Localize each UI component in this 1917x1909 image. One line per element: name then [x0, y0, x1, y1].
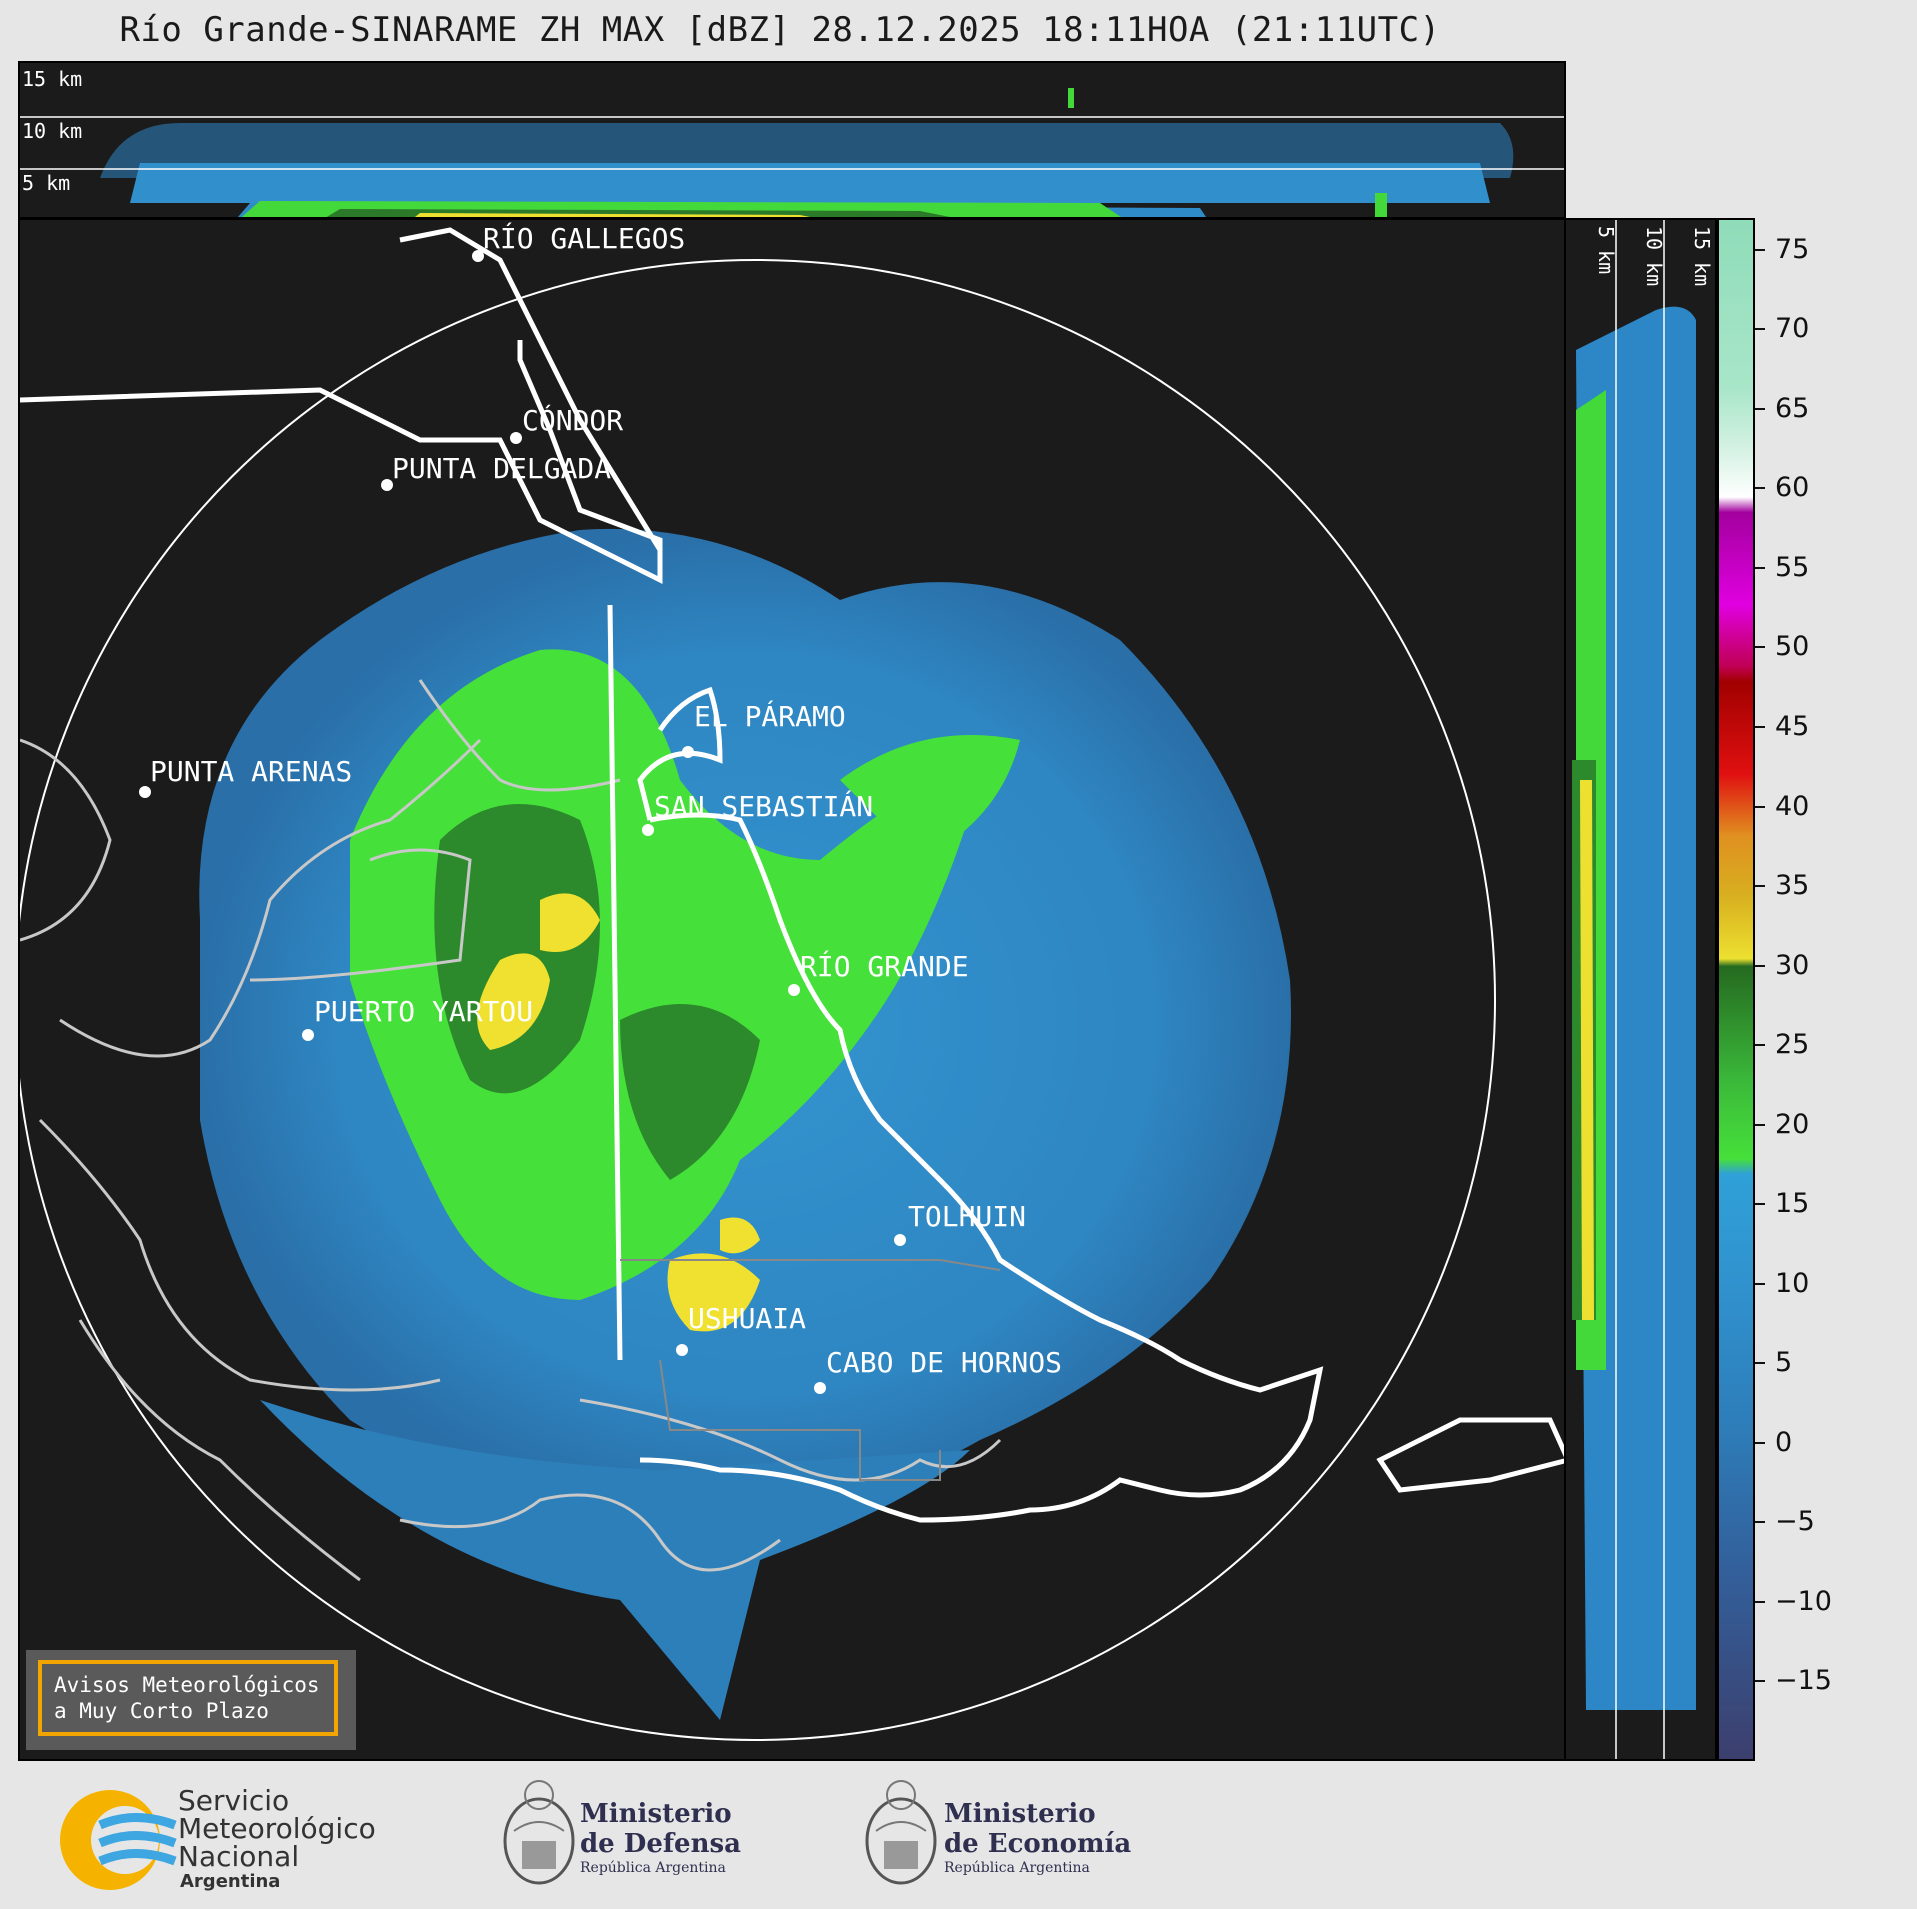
strong-echo-cells[interactable]	[477, 893, 760, 1332]
top-altitude-panel: 15 km 10 km 5 km	[18, 61, 1566, 219]
colorbar-tick-label: −10	[1775, 1585, 1832, 1617]
page-title: Río Grande-SINARAME ZH MAX [dBZ] 28.12.2…	[119, 10, 1441, 50]
location-markers	[139, 250, 906, 1394]
colorbar-tick-label: 65	[1775, 392, 1810, 424]
top-alt-label-10km: 10 km	[22, 119, 83, 143]
defensa-line-2: de Defensa	[580, 1829, 741, 1859]
colorbar-tick-mark	[1755, 964, 1765, 967]
colorbar-tick-label: 60	[1775, 472, 1810, 504]
colorbar-tick-mark	[1755, 1680, 1765, 1683]
top-altitude-plot	[20, 88, 1564, 217]
label-condor: CÓNDOR	[522, 404, 624, 437]
side-alt-label-5km: 5 km	[1594, 226, 1618, 275]
colorbar-tick-mark	[1755, 1044, 1765, 1047]
colorbar-tick-mark	[1755, 726, 1765, 729]
side-alt-label-15km: 15 km	[1690, 226, 1714, 287]
smn-logo-icon	[60, 1790, 177, 1890]
colorbar-tick-mark	[1755, 1600, 1765, 1603]
side-altitude-panel: 5 km 10 km 15 km	[1564, 218, 1717, 1761]
range-ring	[20, 259, 1496, 1741]
radar-map[interactable]: RÍO GALLEGOS CÓNDOR PUNTA DELGADA PUNTA …	[18, 218, 1566, 1761]
colorbar-tick-mark	[1755, 885, 1765, 888]
footer-logos: Servicio Meteorológico Nacional Argentin…	[0, 1765, 1917, 1909]
colorbar-tick-mark	[1755, 1441, 1765, 1444]
coat-of-arms-icon	[865, 1780, 937, 1885]
colorbar-tick-mark	[1755, 646, 1765, 649]
label-punta-arenas: PUNTA ARENAS	[150, 755, 353, 788]
colorbar-tick-mark	[1755, 1521, 1765, 1524]
colorbar-tick-label: 5	[1775, 1347, 1793, 1379]
colorbar-tick-mark	[1755, 1282, 1765, 1285]
economia-line-3: República Argentina	[944, 1860, 1090, 1876]
colorbar-tick-label: 15	[1775, 1188, 1810, 1220]
colorbar	[1717, 218, 1755, 1761]
colorbar-tick-label: −5	[1775, 1506, 1815, 1538]
colorbar-tick-label: 35	[1775, 870, 1810, 902]
colorbar-tick-mark	[1755, 248, 1765, 251]
smn-line-3: Nacional	[178, 1840, 300, 1873]
side-alt-label-10km: 10 km	[1642, 226, 1666, 287]
top-alt-label-15km: 15 km	[22, 67, 83, 91]
defensa-line-1: Ministerio	[580, 1799, 732, 1829]
colorbar-tick-mark	[1755, 566, 1765, 569]
colorbar-tick-label: 10	[1775, 1267, 1810, 1299]
borders	[20, 227, 1564, 1523]
colorbar-tick-mark	[1755, 1203, 1765, 1206]
colorbar-tick-mark	[1755, 1123, 1765, 1126]
colorbar-tick-label: 75	[1775, 233, 1810, 265]
label-rio-gallegos: RÍO GALLEGOS	[483, 222, 686, 255]
smn-line-4: Argentina	[180, 1871, 281, 1892]
label-cabo-de-hornos: CABO DE HORNOS	[826, 1346, 1063, 1379]
warning-line-1: Avisos Meteorológicos	[54, 1673, 320, 1697]
colorbar-tick-label: 50	[1775, 631, 1810, 663]
colorbar-tick-mark	[1755, 407, 1765, 410]
colorbar-tick-mark	[1755, 805, 1765, 808]
coat-of-arms-icon	[503, 1780, 575, 1885]
colorbar-tick-label: 40	[1775, 790, 1810, 822]
smn-line-1: Servicio	[178, 1784, 290, 1817]
colorbar-tick-mark	[1755, 1362, 1765, 1365]
coastlines	[20, 679, 1002, 1582]
defensa-line-3: República Argentina	[580, 1860, 726, 1876]
economia-line-2: de Economía	[944, 1829, 1132, 1859]
colorbar-tick-mark	[1755, 328, 1765, 331]
side-altitude-plot	[1572, 220, 1696, 1759]
colorbar-tick-label: 70	[1775, 313, 1810, 345]
colorbar-tick-label: 55	[1775, 551, 1810, 583]
warning-line-2: a Muy Corto Plazo	[54, 1699, 269, 1723]
colorbar-tick-label: −15	[1775, 1665, 1832, 1697]
colorbar-tick-mark	[1755, 487, 1765, 490]
label-tolhuin: TOLHUIN	[908, 1200, 1027, 1233]
label-el-paramo: EL PÁRAMO	[694, 700, 846, 733]
colorbar-tick-label: 25	[1775, 1029, 1810, 1061]
economia-line-1: Ministerio	[944, 1799, 1096, 1829]
colorbar-tick-label: 45	[1775, 711, 1810, 743]
warning-box-frame[interactable]: Avisos Meteorológicos a Muy Corto Plazo	[38, 1660, 338, 1736]
label-puerto-yartou: PUERTO YARTOU	[314, 995, 534, 1028]
warning-box[interactable]: Avisos Meteorológicos a Muy Corto Plazo	[26, 1650, 356, 1750]
colorbar-tick-label: 20	[1775, 1108, 1810, 1140]
label-rio-grande: RÍO GRANDE	[800, 950, 969, 983]
province-lines	[620, 1259, 1001, 1481]
colorbar-tick-label: 0	[1775, 1426, 1793, 1458]
radar-map-canvas	[20, 227, 1564, 1741]
smn-line-2: Meteorológico	[178, 1812, 376, 1845]
label-punta-delgada: PUNTA DELGADA	[392, 452, 612, 485]
label-san-sebastian: SAN SEBASTIÁN	[654, 790, 874, 823]
label-ushuaia: USHUAIA	[688, 1302, 807, 1335]
top-alt-label-5km: 5 km	[22, 171, 71, 195]
colorbar-tick-label: 30	[1775, 949, 1810, 981]
